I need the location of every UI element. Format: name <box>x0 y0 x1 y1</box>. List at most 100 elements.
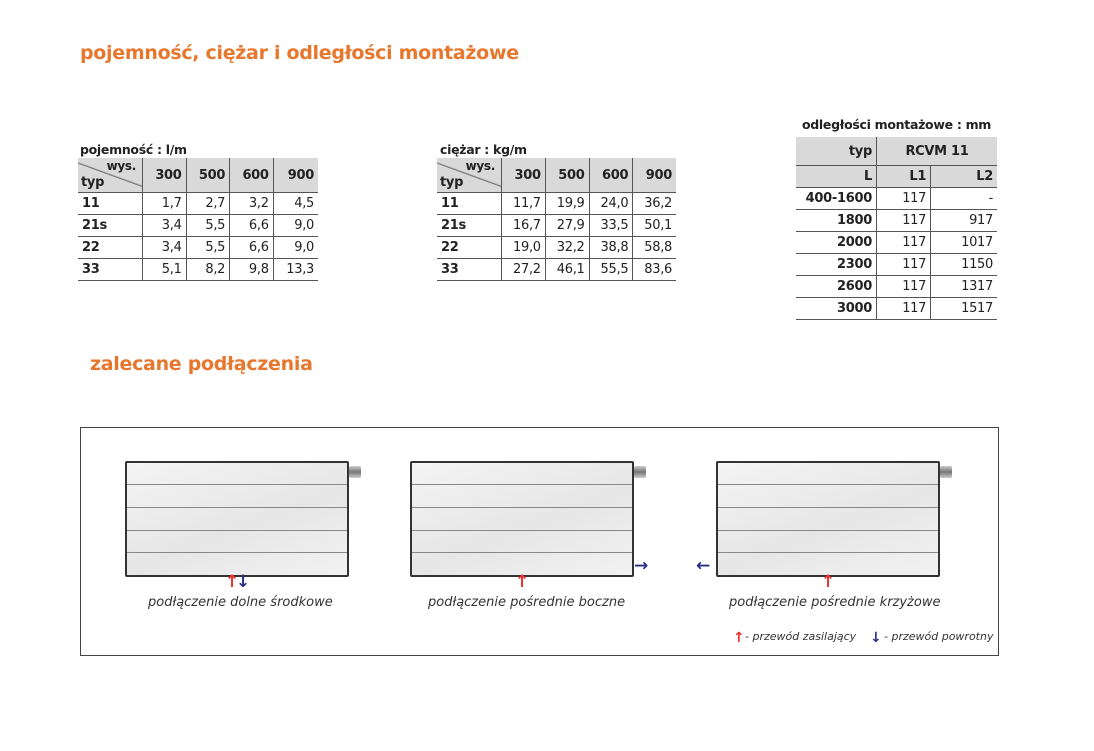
table-row: 21s 16,7 27,9 33,5 50,1 <box>437 214 676 237</box>
return-arrow-icon: ↓ <box>236 572 251 592</box>
column-header: 300 <box>142 158 187 193</box>
connections-diagram <box>80 427 999 656</box>
radiator-image <box>410 461 634 577</box>
cell: 5,1 <box>142 258 187 281</box>
table-row: 400-1600 117- <box>796 187 997 210</box>
table-row: 22 3,4 5,5 6,6 9,0 <box>78 236 318 259</box>
table-row: 22 19,0 32,2 38,8 58,8 <box>437 236 676 259</box>
cell: 6,6 <box>229 236 274 259</box>
cell: 2,7 <box>185 192 230 215</box>
table-row: 11 1,7 2,7 3,2 4,5 <box>78 192 318 215</box>
cell: 3,4 <box>142 214 187 237</box>
row-type: 21s <box>437 214 502 237</box>
column-header: 500 <box>185 158 230 193</box>
cell: 117 <box>875 253 931 276</box>
cell: 2000 <box>796 231 877 254</box>
mounting-caption: odległości montażowe : mm <box>802 117 992 132</box>
supply-arrow-icon: ↑ <box>733 630 745 646</box>
corner-top: wys. <box>465 159 496 173</box>
cell: 5,5 <box>185 214 230 237</box>
column-header: 600 <box>229 158 274 193</box>
cell: 55,5 <box>588 258 633 281</box>
supply-arrow-icon: ↑ <box>225 572 240 592</box>
cell: 1517 <box>930 297 997 320</box>
table-row: 2600 117 1317 <box>796 275 997 298</box>
connection-label: podłączenie pośrednie boczne <box>428 595 626 610</box>
corner-header: wys. typ <box>78 158 143 193</box>
mounting-table: typ RCVM 11 L L1 L2 400-1600 117-1800 117 917 20… <box>796 137 997 320</box>
column-header: 500 <box>544 158 590 193</box>
cell: 3,4 <box>142 236 187 259</box>
cell: 400-1600 <box>796 187 877 210</box>
connection-label: podłączenie dolne środkowe <box>148 595 333 610</box>
cell: 1317 <box>930 275 997 298</box>
cell: 19,0 <box>501 236 546 259</box>
cell: 9,0 <box>272 214 318 237</box>
cell: 117 <box>875 187 931 210</box>
legend-supply: - przewód zasilający <box>745 630 857 643</box>
cell: 38,8 <box>588 236 633 259</box>
section-title-capacity: pojemność, ciężar i odległości montażowe <box>80 42 519 64</box>
column-header: L1 <box>875 165 931 188</box>
column-header: L <box>796 165 877 188</box>
return-arrow-icon: ↓ <box>870 630 882 646</box>
cell: 6,6 <box>229 214 274 237</box>
cell: 1150 <box>930 253 997 276</box>
radiator-image <box>125 461 349 577</box>
weight-table: wys. typ 300 500 600 900 11 11,7 19,9 24,0 36,2 21s… <box>437 158 676 281</box>
cell: 24,0 <box>588 192 633 215</box>
cell: 9,0 <box>272 236 318 259</box>
weight-caption: ciężar : kg/m <box>440 142 527 157</box>
cell: 117 <box>875 297 931 320</box>
supply-arrow-icon: ↑ <box>821 572 836 592</box>
cell: 50,1 <box>632 214 676 237</box>
row-type: 11 <box>437 192 502 215</box>
cell: 3,2 <box>229 192 274 215</box>
corner-top: wys. <box>106 159 137 173</box>
table-row: 33 5,1 8,2 9,8 13,3 <box>78 258 318 281</box>
cell: 117 <box>875 275 931 298</box>
cell: 917 <box>930 209 997 232</box>
column-header: 600 <box>588 158 633 193</box>
cell: 83,6 <box>632 258 676 281</box>
row-type: 11 <box>78 192 143 215</box>
cell: 4,5 <box>272 192 318 215</box>
column-header: 300 <box>501 158 546 193</box>
table-row: 2000 117 1017 <box>796 231 997 254</box>
section-title-connections: zalecane podłączenia <box>90 353 313 375</box>
row-type: 22 <box>437 236 502 259</box>
row-type: 22 <box>78 236 143 259</box>
row-type: 21s <box>78 214 143 237</box>
supply-arrow-icon: ↑ <box>515 572 530 592</box>
cell: 11,7 <box>501 192 546 215</box>
header-typ: typ <box>796 137 877 166</box>
valve-icon <box>940 466 952 478</box>
header-model: RCVM 11 <box>876 137 997 166</box>
cell: 36,2 <box>632 192 676 215</box>
column-header: 900 <box>272 158 318 193</box>
cell: 1017 <box>930 231 997 254</box>
cell: 5,5 <box>185 236 230 259</box>
cell: 32,2 <box>544 236 590 259</box>
capacity-caption: pojemność : l/m <box>80 142 187 157</box>
cell: 58,8 <box>632 236 676 259</box>
column-header: L2 <box>930 165 997 188</box>
cell: 33,5 <box>588 214 633 237</box>
capacity-table: wys. typ 300 500 600 900 11 1,7 2,7 3,2 4,5 21s 3,4 5… <box>78 158 318 281</box>
row-type: 33 <box>78 258 143 281</box>
cell: 117 <box>875 231 931 254</box>
cell: 3000 <box>796 297 877 320</box>
corner-bottom: typ <box>440 175 464 190</box>
cell: 19,9 <box>544 192 590 215</box>
cell: 13,3 <box>272 258 318 281</box>
cell: 27,9 <box>544 214 590 237</box>
connection-label: podłączenie pośrednie krzyżowe <box>729 595 941 610</box>
legend-return: - przewód powrotny <box>884 630 994 643</box>
valve-icon <box>634 466 646 478</box>
cell: 1800 <box>796 209 877 232</box>
table-row: 2300 117 1150 <box>796 253 997 276</box>
table-row: 1800 117 917 <box>796 209 997 232</box>
valve-icon <box>349 466 361 478</box>
cell: 1,7 <box>142 192 187 215</box>
table-row: 21s 3,4 5,5 6,6 9,0 <box>78 214 318 237</box>
